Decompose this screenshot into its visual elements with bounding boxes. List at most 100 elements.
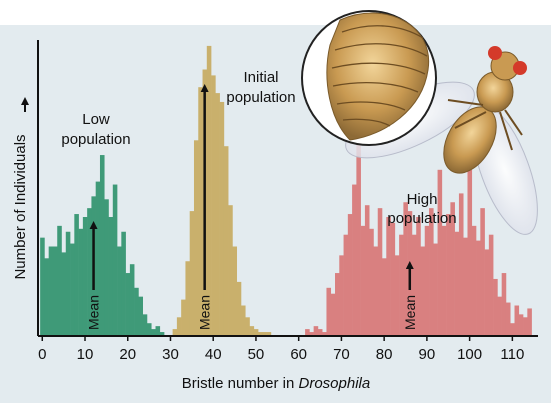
bar-low-9 — [78, 228, 84, 335]
bar-low-15 — [104, 199, 109, 335]
bar-high-79 — [377, 208, 383, 335]
bar-initial-34 — [185, 261, 191, 335]
bar-low-5 — [61, 252, 67, 335]
bar-high-96 — [450, 202, 455, 335]
bar-low-28 — [159, 332, 165, 335]
bar-high-107 — [497, 296, 502, 335]
label-high-1: High — [407, 191, 438, 208]
bar-initial-36 — [193, 140, 199, 335]
mean-label-initial: Mean — [197, 295, 213, 330]
bar-high-69 — [335, 273, 340, 335]
bar-initial-43 — [223, 146, 229, 335]
bar-high-84 — [399, 234, 404, 335]
bar-high-93 — [437, 169, 443, 335]
bar-high-74 — [356, 143, 361, 335]
bar-low-8 — [74, 214, 79, 335]
bar-high-72 — [347, 214, 353, 335]
bar-low-25 — [146, 323, 152, 335]
x-tick-label-50: 50 — [248, 346, 265, 363]
bar-high-90 — [424, 225, 430, 335]
magnified-circle — [301, 10, 437, 146]
bar-initial-31 — [172, 329, 178, 335]
x-axis-label-italic: Drosophila — [299, 375, 371, 392]
bar-initial-32 — [176, 317, 182, 335]
bar-high-62 — [305, 329, 310, 335]
bar-high-85 — [403, 202, 408, 335]
bar-initial-35 — [189, 211, 195, 335]
mean-markers: Mean Mean Mean — [86, 84, 418, 330]
bar-initial-51 — [258, 332, 263, 335]
mean-label-high: Mean — [402, 295, 418, 330]
bar-low-23 — [138, 296, 143, 335]
bar-high-82 — [390, 222, 396, 335]
bar-high-109 — [505, 302, 511, 335]
x-tick-label-80: 80 — [376, 346, 393, 363]
fly-legs — [447, 99, 523, 151]
bar-low-22 — [134, 287, 139, 335]
bar-initial-48 — [245, 317, 250, 335]
bar-low-2 — [48, 246, 54, 335]
bar-high-106 — [493, 278, 498, 335]
bar-initial-53 — [266, 332, 272, 335]
bar-high-78 — [373, 246, 379, 335]
bar-low-21 — [129, 264, 135, 335]
label-initial-2: population — [226, 89, 295, 106]
x-tick-label-60: 60 — [290, 346, 307, 363]
fly-eye-right — [513, 61, 527, 75]
bar-initial-40 — [211, 75, 216, 336]
bar-low-27 — [155, 326, 161, 335]
bar-initial-44 — [228, 205, 233, 335]
x-axis-label-prefix: Bristle number in — [182, 375, 299, 392]
bar-initial-52 — [262, 332, 267, 335]
bar-initial-42 — [219, 101, 225, 335]
bar-low-10 — [82, 217, 88, 335]
fly-eye-left — [488, 46, 502, 60]
label-initial-1: Initial — [243, 69, 278, 86]
bar-high-94 — [441, 225, 447, 335]
x-axis-label: Bristle number in Drosophila — [182, 375, 370, 392]
bar-high-73 — [352, 184, 357, 335]
bar-initial-39 — [206, 45, 212, 336]
label-low-2: population — [61, 131, 130, 148]
x-tick-label-110: 110 — [500, 346, 524, 363]
bar-high-100 — [467, 169, 473, 335]
label-high-2: population — [387, 210, 456, 227]
bar-low-7 — [70, 243, 75, 335]
bar-high-103 — [480, 208, 485, 335]
bar-initial-41 — [215, 93, 220, 335]
bar-high-101 — [471, 225, 477, 335]
magnified-bristle-rows — [331, 25, 428, 127]
bar-high-114 — [527, 308, 532, 335]
x-tick-label-90: 90 — [419, 346, 436, 363]
bar-low-13 — [95, 181, 101, 335]
bar-low-6 — [65, 231, 71, 335]
bar-high-113 — [523, 317, 528, 335]
bar-high-108 — [501, 273, 507, 335]
bar-high-98 — [458, 193, 464, 335]
x-tick-label-40: 40 — [205, 346, 222, 363]
bar-low-26 — [151, 329, 156, 335]
bar-high-87 — [411, 234, 417, 335]
x-tick-label-70: 70 — [333, 346, 350, 363]
bar-high-77 — [369, 228, 374, 335]
bar-initial-49 — [249, 326, 255, 335]
bar-low-11 — [87, 208, 92, 335]
bar-high-104 — [484, 249, 490, 335]
bar-high-70 — [339, 255, 344, 335]
x-tick-label-0: 0 — [38, 346, 46, 363]
bar-high-76 — [364, 205, 370, 335]
bar-initial-47 — [240, 305, 246, 335]
bar-high-75 — [360, 225, 366, 335]
bar-low-18 — [117, 246, 122, 335]
figure-top-strip — [0, 0, 551, 25]
bar-initial-45 — [232, 246, 238, 335]
bar-high-80 — [382, 258, 387, 335]
bar-high-66 — [322, 332, 327, 335]
bar-high-71 — [343, 234, 349, 335]
y-axis-label: Number of Individuals — [12, 134, 29, 279]
bar-low-0 — [40, 237, 45, 335]
x-tick-label-100: 100 — [457, 346, 482, 363]
bar-high-63 — [309, 332, 314, 335]
bar-high-88 — [416, 217, 421, 335]
